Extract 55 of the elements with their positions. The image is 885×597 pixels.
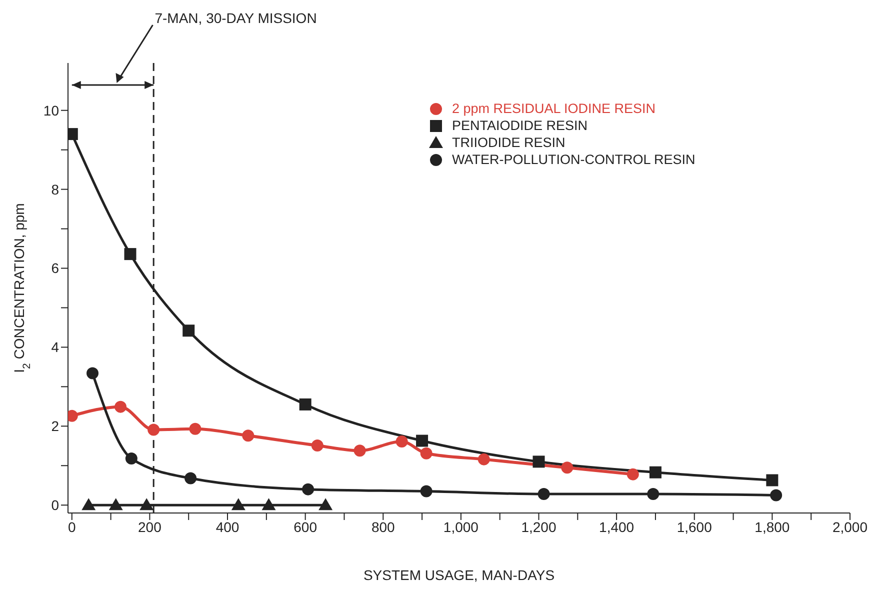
x-tick-label: 1,200 [521,518,556,535]
x-tick-label: 200 [138,518,162,535]
x-tick-label: 2,000 [832,518,868,535]
y-tick-label: 0 [51,497,60,514]
point [416,434,428,447]
point [140,498,154,510]
point [189,422,202,435]
y-tick-label: 4 [51,339,60,356]
point [86,367,99,380]
point [318,498,333,510]
x-tick-label: 400 [216,518,240,535]
x-tick-label: 1,000 [443,518,479,535]
x-tick-label: 1,800 [754,518,790,535]
point [766,474,778,486]
point [770,489,782,502]
legend-label: TRIIODIDE RESIN [452,134,566,151]
x-tick-label: 1,600 [676,518,712,535]
ref-line-label: 7-MAN, 30-DAY MISSION [154,10,317,26]
point [538,488,550,500]
x-tick-label: 800 [371,518,396,535]
legend-label: 2 ppm RESIDUAL IODINE RESIN [452,100,656,117]
y-tick-label: 8 [51,181,60,198]
x-tick-label: 1,400 [599,518,634,535]
point [420,485,432,498]
point [184,472,197,484]
point [396,436,408,448]
point [354,444,366,457]
point [242,430,254,442]
x-tick-label: 0 [68,518,76,535]
point [561,462,574,474]
y-tick-label: 2 [51,418,60,434]
point [82,498,96,510]
legend-label: WATER-POLLUTION-CONTROL RESIN [452,151,696,168]
point [649,466,662,478]
point [148,424,160,436]
y-tick-label: 6 [51,260,60,276]
point [182,324,195,337]
point [647,488,660,500]
point [114,400,127,413]
x-tick-label: 600 [294,518,318,535]
point [231,498,246,510]
point [125,452,138,465]
point [108,498,123,510]
point [302,483,314,496]
point [124,248,136,260]
point [311,440,324,452]
point [626,468,639,480]
point [532,456,545,468]
point [420,447,432,460]
point [478,453,490,466]
point [299,398,312,410]
legend-label: PENTAIODIDE RESIN [452,117,588,134]
x-axis-title: SYSTEM USAGE, MAN-DAYS [363,567,555,583]
y-tick-label: 10 [43,102,60,118]
point [262,498,276,510]
